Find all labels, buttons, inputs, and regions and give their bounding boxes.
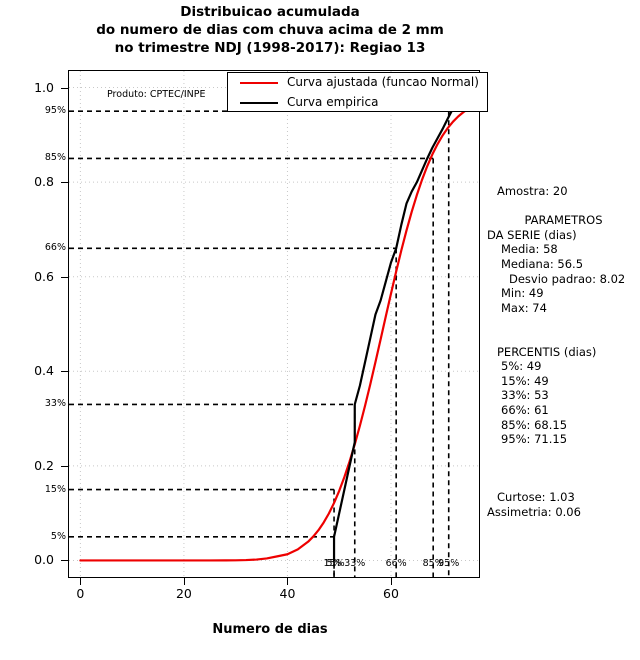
title-line-3: no trimestre NDJ (1998-2017): Regiao 13 bbox=[114, 40, 426, 56]
percentile-y-label: 15% bbox=[44, 483, 66, 495]
y-tick-label: 0.2 bbox=[34, 457, 54, 473]
stat-p15: 15%: 49 bbox=[501, 373, 549, 388]
stat-media: Media: 58 bbox=[501, 242, 558, 257]
legend-item-fitted: Curva ajustada (funcao Normal) bbox=[228, 73, 487, 93]
x-tick-mark bbox=[390, 578, 392, 585]
page-title: Distribuicao acumulada do numero de dias… bbox=[0, 3, 540, 57]
y-tick-mark bbox=[61, 276, 68, 278]
series-line-empirical bbox=[332, 86, 465, 562]
y-tick-label: 0.6 bbox=[34, 268, 54, 284]
plot-area bbox=[68, 70, 480, 578]
percentile-y-label: 66% bbox=[44, 242, 66, 254]
stat-mediana: Mediana: 56.5 bbox=[501, 256, 584, 271]
stat-percentis-title: PERCENTIS (dias) bbox=[497, 344, 597, 359]
stat-p85: 85%: 68.15 bbox=[501, 417, 568, 432]
stat-curtose: Curtose: 1.03 bbox=[497, 490, 575, 505]
y-tick-mark bbox=[61, 182, 68, 184]
x-tick-mark bbox=[80, 578, 82, 585]
stat-parametros-title-1: PARAMETROS bbox=[524, 213, 603, 228]
stat-p33: 33%: 53 bbox=[501, 388, 549, 403]
x-tick-label: 0 bbox=[76, 586, 85, 601]
statistics-panel: Amostra: 20 PARAMETROS DA SERIE (dias) M… bbox=[487, 184, 640, 520]
stat-min: Min: 49 bbox=[501, 286, 544, 301]
x-tick-label: 20 bbox=[175, 586, 192, 601]
title-line-2: do numero de dias com chuva acima de 2 m… bbox=[96, 22, 444, 38]
percentile-x-label: 33% bbox=[344, 558, 366, 569]
x-tick-mark bbox=[183, 578, 185, 585]
legend-swatch-fitted bbox=[240, 82, 278, 84]
stat-parametros-title-2: DA SERIE (dias) bbox=[487, 227, 577, 242]
x-tick-label: 40 bbox=[279, 586, 296, 601]
x-tick-mark bbox=[287, 578, 289, 585]
legend-label-empirical: Curva empirica bbox=[287, 95, 379, 109]
x-axis-title: Numero de dias bbox=[212, 622, 328, 637]
title-line-1: Distribuicao acumulada bbox=[180, 4, 360, 20]
percentile-y-label: 5% bbox=[50, 530, 66, 542]
percentile-y-label: 95% bbox=[44, 105, 66, 117]
y-tick-mark bbox=[61, 465, 68, 467]
y-tick-label: 1.0 bbox=[34, 79, 54, 95]
x-tick-label: 60 bbox=[383, 586, 399, 601]
chart-legend: Curva ajustada (funcao Normal) Curva emp… bbox=[227, 72, 488, 112]
produto-note: Produto: CPTEC/INPE bbox=[107, 89, 206, 100]
y-tick-mark bbox=[61, 371, 68, 373]
stat-p66: 66%: 61 bbox=[501, 402, 549, 417]
percentile-y-label: 33% bbox=[44, 398, 66, 410]
y-tick-mark bbox=[61, 87, 68, 89]
series-line-fitted bbox=[79, 104, 475, 562]
stat-desvio-padrao: Desvio padrao: 8.02 bbox=[509, 271, 626, 286]
y-tick-label: 0.4 bbox=[34, 363, 54, 379]
stat-p05: 5%: 49 bbox=[501, 359, 542, 374]
stat-max: Max: 74 bbox=[501, 300, 547, 315]
stat-amostra: Amostra: 20 bbox=[497, 184, 568, 198]
y-tick-mark bbox=[61, 560, 68, 562]
legend-item-empirical: Curva empirica bbox=[228, 93, 487, 113]
legend-swatch-empirical bbox=[240, 102, 278, 104]
percentile-y-label: 85% bbox=[44, 152, 66, 164]
y-tick-label: 0.8 bbox=[34, 174, 54, 190]
legend-label-fitted: Curva ajustada (funcao Normal) bbox=[287, 75, 479, 89]
plot-canvas bbox=[69, 71, 479, 577]
y-tick-label: 0.0 bbox=[34, 552, 54, 568]
stat-p95: 95%: 71.15 bbox=[501, 432, 568, 447]
stat-assimetria: Assimetria: 0.06 bbox=[487, 505, 581, 520]
